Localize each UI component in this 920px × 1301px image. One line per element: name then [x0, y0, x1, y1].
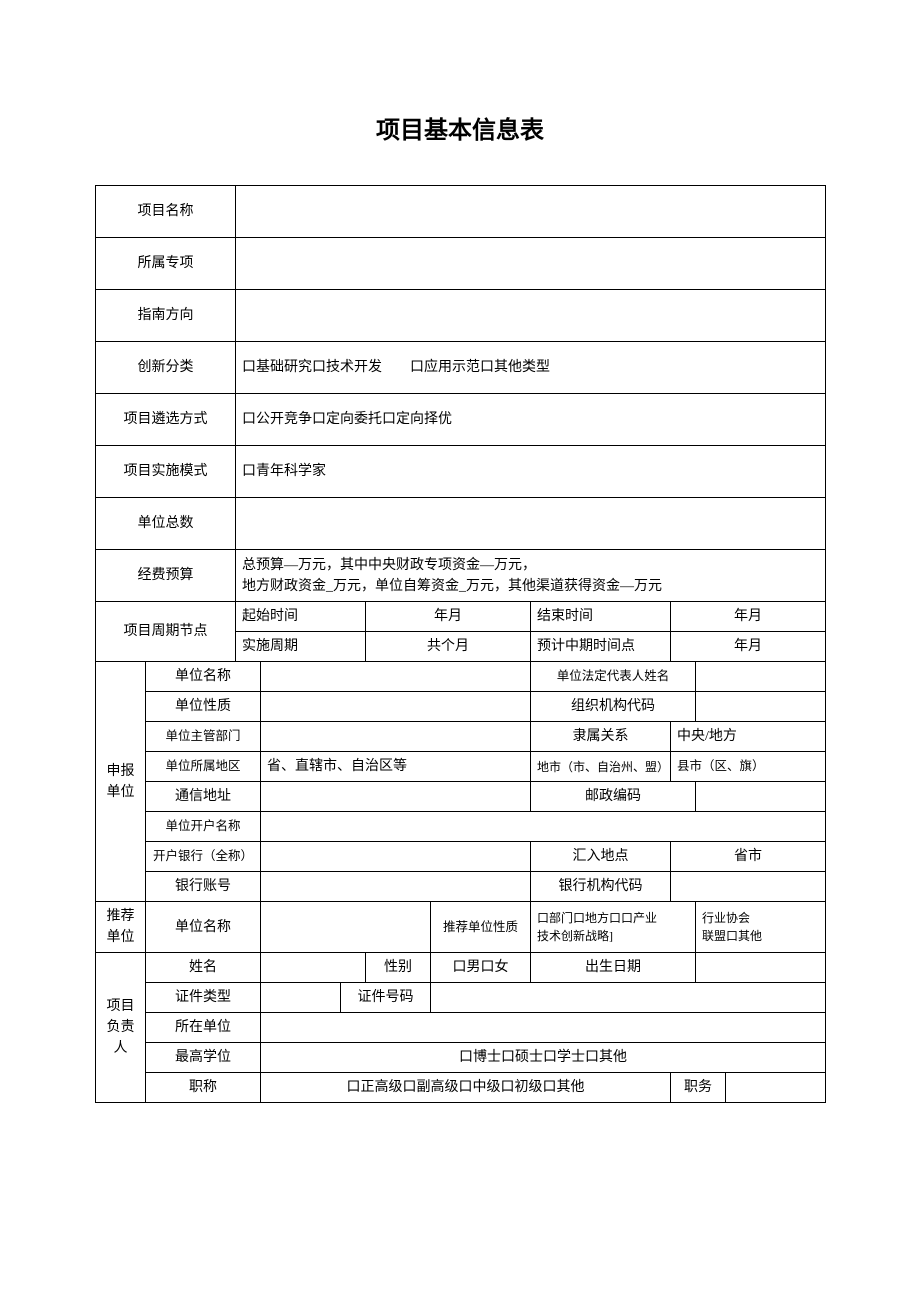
label-impl-period: 实施周期	[236, 632, 366, 662]
value-remit-loc: 省市	[671, 842, 826, 872]
value-affiliation: 中央/地方	[671, 722, 826, 752]
value-city: 地市（市、自治州、盟）	[531, 752, 671, 782]
value-rec-unit-nature: 口部门口地方口口产业 技术创新战略]	[531, 902, 696, 953]
value-project-name	[236, 186, 826, 238]
value-account-name	[261, 812, 826, 842]
value-address	[261, 782, 531, 812]
label-postcode: 邮政编码	[531, 782, 696, 812]
value-supervisor	[261, 722, 531, 752]
value-budget: 总预算—万元，其中中央财政专项资金—万元， 地方财政资金_万元，单位自筹资金_万…	[236, 550, 826, 602]
value-impl-mode: 口青年科学家	[236, 446, 826, 498]
label-period: 项目周期节点	[96, 602, 236, 662]
value-bank-full	[261, 842, 531, 872]
label-duty: 职务	[671, 1073, 726, 1103]
label-special: 所属专项	[96, 238, 236, 290]
label-rec-unit-nature: 推荐单位性质	[431, 902, 531, 953]
label-affiliation: 隶属关系	[531, 722, 671, 752]
value-postcode	[696, 782, 826, 812]
label-rec-unit: 推荐单位	[96, 902, 146, 953]
label-supervisor: 单位主管部门	[146, 722, 261, 752]
value-expected-mid: 年月	[671, 632, 826, 662]
label-selection: 项目遴选方式	[96, 394, 236, 446]
value-id-no	[431, 983, 826, 1013]
page-title: 项目基本信息表	[95, 110, 825, 145]
label-expected-mid: 预计中期时间点	[531, 632, 671, 662]
value-special	[236, 238, 826, 290]
label-id-no: 证件号码	[341, 983, 431, 1013]
label-bank-acc: 银行账号	[146, 872, 261, 902]
label-legal-rep: 单位法定代表人姓名	[531, 662, 696, 692]
label-rec-unit-name: 单位名称	[146, 902, 261, 953]
label-leader: 项目负责人	[96, 953, 146, 1103]
label-bank-org-code: 银行机构代码	[531, 872, 671, 902]
label-work-unit: 所在单位	[146, 1013, 261, 1043]
budget-line1: 总预算—万元，其中中央财政专项资金—万元，	[242, 558, 536, 573]
value-innovation: 口基础研究口技术开发 口应用示范口其他类型	[236, 342, 826, 394]
budget-line2: 地方财政资金_万元，单位自筹资金_万元，其他渠道获得资金—万元	[242, 579, 662, 594]
label-innovation: 创新分类	[96, 342, 236, 394]
value-title-rank: 口正高级口副高级口中级口初级口其他	[261, 1073, 671, 1103]
label-end-time: 结束时间	[531, 602, 671, 632]
value-birth	[696, 953, 826, 983]
label-org-code: 组织机构代码	[531, 692, 696, 722]
value-start-time: 年月	[366, 602, 531, 632]
label-unit-total: 单位总数	[96, 498, 236, 550]
label-budget: 经费预算	[96, 550, 236, 602]
value-unit-region: 省、直辖市、自治区等	[261, 752, 531, 782]
label-title-rank: 职称	[146, 1073, 261, 1103]
label-unit-name: 单位名称	[146, 662, 261, 692]
label-guide: 指南方向	[96, 290, 236, 342]
value-work-unit	[261, 1013, 826, 1043]
label-degree: 最高学位	[146, 1043, 261, 1073]
value-impl-period: 共个月	[366, 632, 531, 662]
label-unit-nature: 单位性质	[146, 692, 261, 722]
value-county: 县市（区、旗）	[671, 752, 826, 782]
label-impl-mode: 项目实施模式	[96, 446, 236, 498]
value-guide	[236, 290, 826, 342]
label-unit-region: 单位所属地区	[146, 752, 261, 782]
value-unit-total	[236, 498, 826, 550]
value-unit-nature	[261, 692, 531, 722]
value-end-time: 年月	[671, 602, 826, 632]
label-apply-unit: 申报单位	[96, 662, 146, 902]
value-legal-rep	[696, 662, 826, 692]
value-name	[261, 953, 366, 983]
label-id-type: 证件类型	[146, 983, 261, 1013]
value-degree: 口博士口硕士口学士口其他	[261, 1043, 826, 1073]
label-name: 姓名	[146, 953, 261, 983]
label-address: 通信地址	[146, 782, 261, 812]
label-account-name: 单位开户名称	[146, 812, 261, 842]
value-unit-name	[261, 662, 531, 692]
label-gender: 性别	[366, 953, 431, 983]
label-birth: 出生日期	[531, 953, 696, 983]
label-bank-full: 开户银行（全称）	[146, 842, 261, 872]
value-gender: 口男口女	[431, 953, 531, 983]
value-duty	[726, 1073, 826, 1103]
value-bank-acc	[261, 872, 531, 902]
value-selection: 口公开竞争口定向委托口定向择优	[236, 394, 826, 446]
value-org-code	[696, 692, 826, 722]
label-project-name: 项目名称	[96, 186, 236, 238]
info-table: 项目名称 所属专项 指南方向 创新分类 口基础研究口技术开发 口应用示范口其他类…	[95, 185, 826, 1103]
value-id-type	[261, 983, 341, 1013]
value-bank-org-code	[671, 872, 826, 902]
value-rec-unit-nature-2: 行业协会 联盟口其他	[696, 902, 826, 953]
label-start-time: 起始时间	[236, 602, 366, 632]
label-remit-loc: 汇入地点	[531, 842, 671, 872]
value-rec-unit-name	[261, 902, 431, 953]
